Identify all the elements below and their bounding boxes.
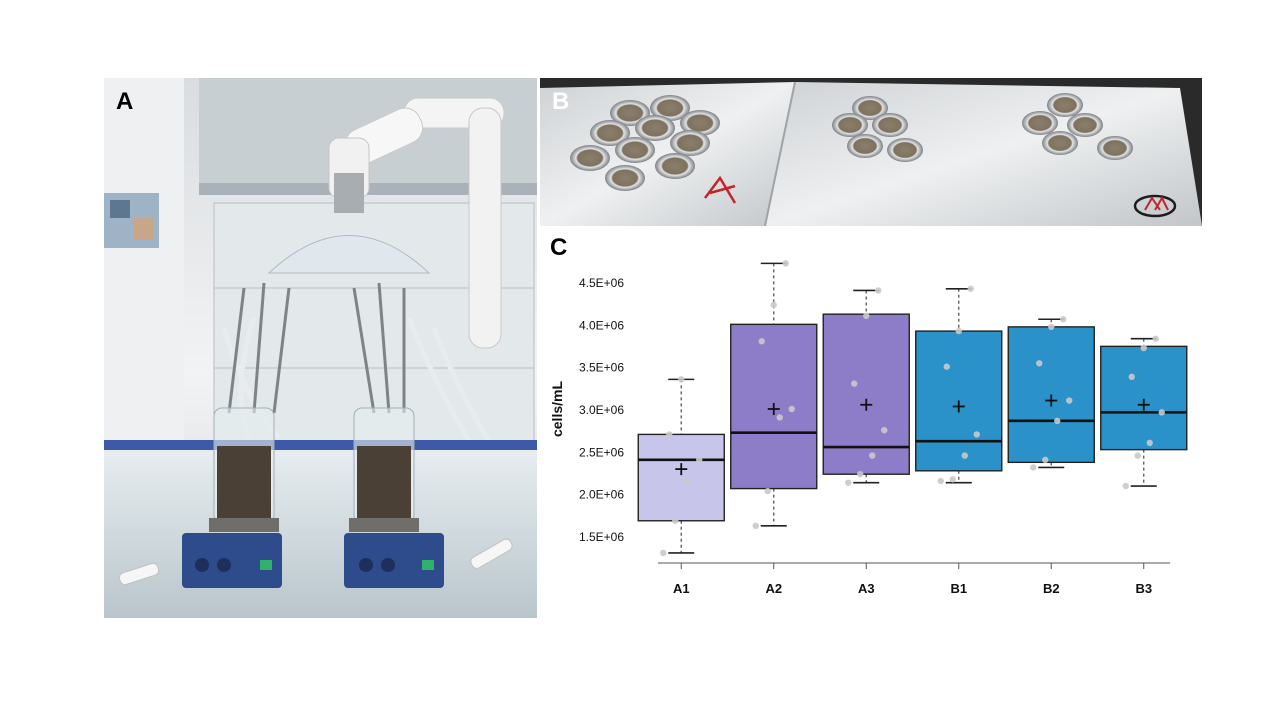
box-b3 <box>1100 335 1188 490</box>
data-point <box>666 431 673 438</box>
x-tick-label: B1 <box>950 581 967 596</box>
foil-samples-illustration <box>540 78 1202 226</box>
panel-c-label: C <box>550 234 568 261</box>
y-tick-label: 4.0E+06 <box>579 318 624 332</box>
y-tick-label: 3.5E+06 <box>579 361 624 375</box>
x-tick-label: A2 <box>765 581 782 596</box>
data-point <box>696 456 703 463</box>
data-point <box>967 285 974 292</box>
x-tick-label: A1 <box>673 581 690 596</box>
y-tick-label: 2.5E+06 <box>579 445 624 459</box>
sample-rings-right <box>1022 93 1133 160</box>
box-a2 <box>730 260 818 530</box>
data-point <box>881 426 888 434</box>
panel-b-label: B <box>552 88 570 115</box>
data-point <box>1048 323 1055 331</box>
data-point <box>851 380 858 387</box>
data-point <box>1036 360 1043 367</box>
x-tick-label: A3 <box>858 581 875 596</box>
y-tick-label: 1.5E+06 <box>579 530 624 544</box>
y-tick-label: 2.0E+06 <box>579 488 624 502</box>
data-point <box>955 327 962 335</box>
data-point <box>1140 344 1147 352</box>
data-point <box>1122 482 1129 490</box>
data-point <box>937 477 944 485</box>
data-point <box>973 431 980 438</box>
box-iqr <box>637 433 725 522</box>
box-series <box>637 260 1188 557</box>
marker-scribble-left <box>704 175 737 204</box>
box-iqr <box>822 313 910 475</box>
sample-rings-left <box>570 95 720 191</box>
data-point <box>1158 409 1165 416</box>
data-point <box>1146 439 1153 447</box>
data-point <box>678 376 685 383</box>
data-point <box>752 522 759 530</box>
y-axis-label: cells/mL <box>549 381 565 437</box>
data-point <box>845 479 852 486</box>
x-tick-label: B3 <box>1135 581 1152 596</box>
y-tick-label: 4.5E+06 <box>579 276 624 290</box>
reactor-left <box>182 407 282 588</box>
data-point <box>1042 456 1049 463</box>
data-point <box>770 301 777 309</box>
data-point <box>943 363 950 370</box>
panel-a-photo: A <box>104 78 537 618</box>
data-point <box>949 476 956 483</box>
electrodes <box>227 282 406 414</box>
lab-setup-illustration <box>104 78 537 618</box>
panel-a-label: A <box>116 88 134 115</box>
y-axis: 1.5E+06 2.0E+06 2.5E+06 3.0E+06 3.5E+06 4.0E+… <box>579 276 624 544</box>
y-tick-label: 3.0E+06 <box>579 403 624 417</box>
data-point <box>782 260 789 267</box>
data-point <box>684 477 691 485</box>
data-point <box>1134 452 1141 459</box>
data-point <box>764 487 771 495</box>
x-tick-label: B2 <box>1043 581 1060 596</box>
data-point <box>1060 316 1067 323</box>
data-point <box>1054 417 1061 425</box>
box-iqr <box>1100 345 1188 451</box>
data-point <box>758 338 765 345</box>
data-point <box>1030 464 1037 471</box>
reactor-right <box>344 407 444 588</box>
data-point <box>672 517 679 524</box>
data-point <box>863 312 870 320</box>
panel-b-photo: B <box>540 78 1202 226</box>
panel-c-chart: C 1.5E+06 2.0E+06 2.5E+06 3.0E+06 3.5E+06 4.0… <box>540 230 1200 630</box>
data-point <box>857 470 864 478</box>
box-a3 <box>822 287 910 486</box>
data-point <box>869 452 876 459</box>
lab-bench <box>104 446 537 618</box>
data-point <box>660 549 667 557</box>
marker-scribble-right <box>1133 194 1177 218</box>
data-point <box>1066 397 1073 404</box>
box-b2 <box>1007 316 1095 471</box>
data-point <box>1152 335 1159 342</box>
fume-extractor-arm <box>328 97 505 349</box>
data-point <box>1128 373 1135 381</box>
x-axis: A1 A2 A3 B1 B2 B3 <box>658 562 1170 596</box>
data-point <box>776 414 783 421</box>
box-b1 <box>915 285 1003 485</box>
data-point <box>788 405 795 413</box>
sample-rings-middle <box>832 96 923 162</box>
data-point <box>875 287 882 294</box>
box-a1 <box>637 376 725 557</box>
glass-dome <box>267 235 431 274</box>
boxplot-chart: 1.5E+06 2.0E+06 2.5E+06 3.0E+06 3.5E+06 4.0E+… <box>549 260 1188 596</box>
data-point <box>961 452 968 459</box>
